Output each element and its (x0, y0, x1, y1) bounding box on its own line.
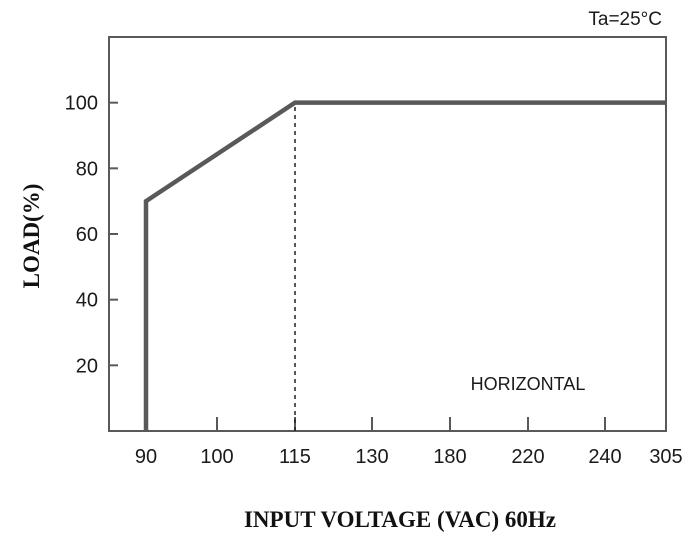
x-tick-label: 130 (355, 446, 388, 468)
y-axis-title: LOAD(%) (19, 184, 44, 289)
y-tick-label: 20 (76, 355, 98, 377)
x-tick-label: 115 (279, 446, 311, 468)
chart-marks (143, 100, 666, 431)
x-tick-label: 100 (200, 446, 233, 468)
y-axis: 20 40 60 80 100 (65, 93, 118, 377)
x-tick-label: 305 (649, 446, 682, 468)
x-axis: 90 100 115 130 180 220 240 305 (135, 417, 683, 468)
x-tick-label: 180 (433, 446, 466, 468)
x-axis-title: INPUT VOLTAGE (VAC) 60Hz (244, 507, 556, 532)
x-tick-label: 220 (511, 446, 544, 468)
condition-label: Ta=25°C (588, 9, 662, 30)
horizontal-annotation: HORIZONTAL (471, 374, 586, 394)
y-tick-label: 60 (76, 224, 98, 246)
y-tick-label: 100 (65, 93, 98, 115)
x-tick-label: 90 (135, 446, 157, 468)
y-tick-label: 80 (76, 158, 98, 180)
y-tick-label: 40 (76, 290, 98, 312)
x-tick-label: 240 (588, 446, 621, 468)
derating-curve (143, 100, 666, 431)
plot-frame (108, 36, 667, 432)
